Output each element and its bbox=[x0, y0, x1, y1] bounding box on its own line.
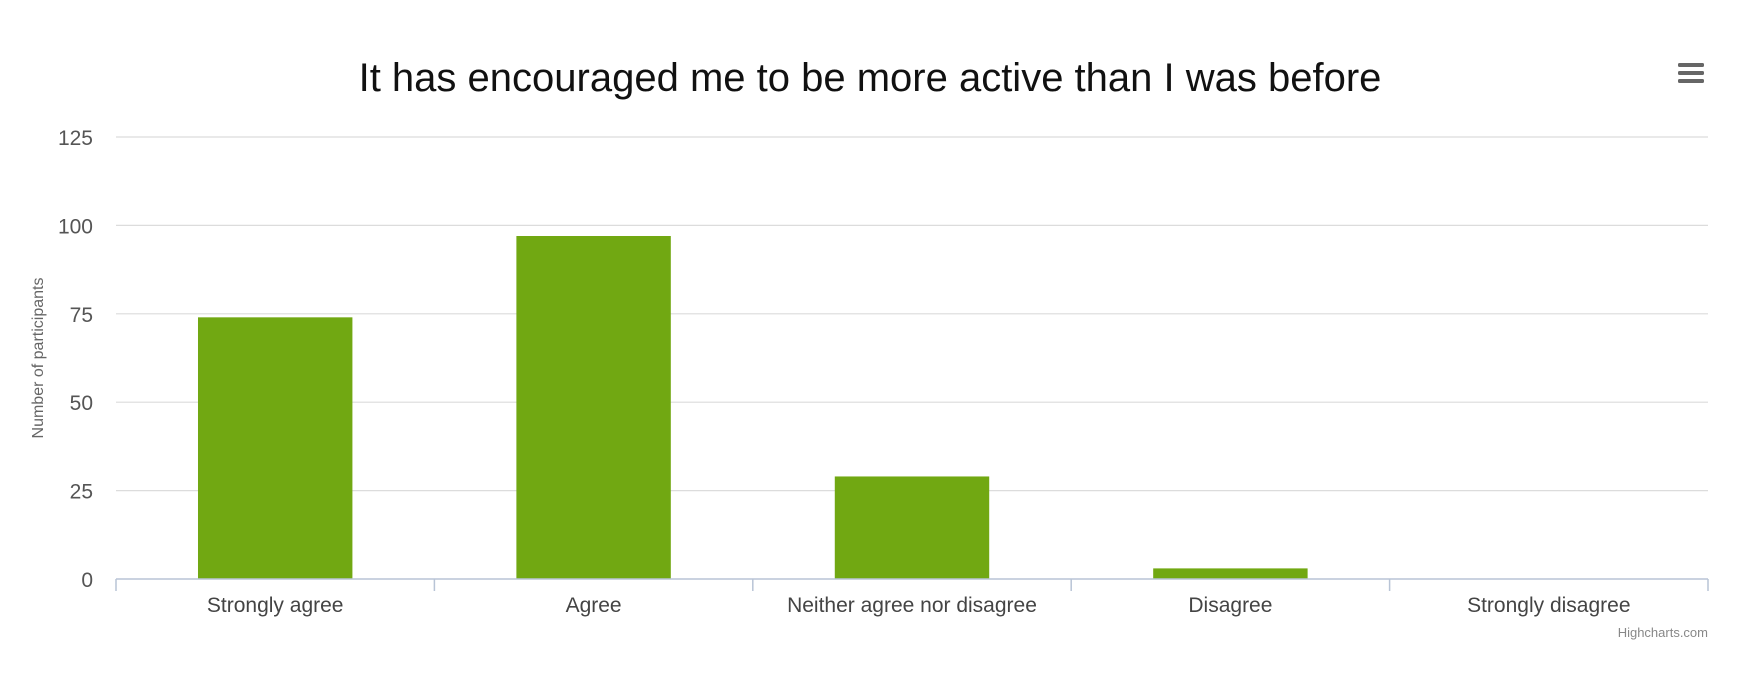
y-axis-title: Number of participants bbox=[30, 278, 47, 439]
x-axis bbox=[115, 578, 1709, 591]
credits-link[interactable]: Highcharts.com bbox=[1618, 625, 1708, 640]
chart-title: It has encouraged me to be more active t… bbox=[359, 56, 1382, 100]
y-tick-label: 25 bbox=[70, 481, 93, 504]
bar[interactable] bbox=[834, 476, 990, 579]
gridlines bbox=[116, 136, 1708, 492]
y-axis-ticks: 0 25 50 75 100 125 bbox=[58, 127, 93, 592]
y-tick-label: 75 bbox=[70, 304, 93, 327]
y-tick-label: 125 bbox=[58, 127, 93, 150]
bar[interactable] bbox=[1153, 568, 1308, 579]
x-category-label: Agree bbox=[566, 594, 622, 617]
bar[interactable] bbox=[516, 236, 671, 579]
y-tick-label: 0 bbox=[81, 569, 93, 592]
bar[interactable] bbox=[197, 317, 353, 579]
x-category-label: Disagree bbox=[1188, 594, 1272, 617]
x-axis-labels: Strongly agree Agree Neither agree nor dis… bbox=[207, 594, 1631, 617]
x-category-label: Strongly disagree bbox=[1467, 594, 1630, 617]
y-tick-label: 100 bbox=[58, 215, 93, 238]
x-category-label: Neither agree nor disagree bbox=[787, 594, 1037, 617]
y-tick-label: 50 bbox=[70, 392, 93, 415]
bars bbox=[197, 236, 1308, 579]
x-category-label: Strongly agree bbox=[207, 594, 344, 617]
chart-menu-button[interactable] bbox=[1674, 55, 1708, 89]
hamburger-menu-icon bbox=[1678, 63, 1704, 83]
